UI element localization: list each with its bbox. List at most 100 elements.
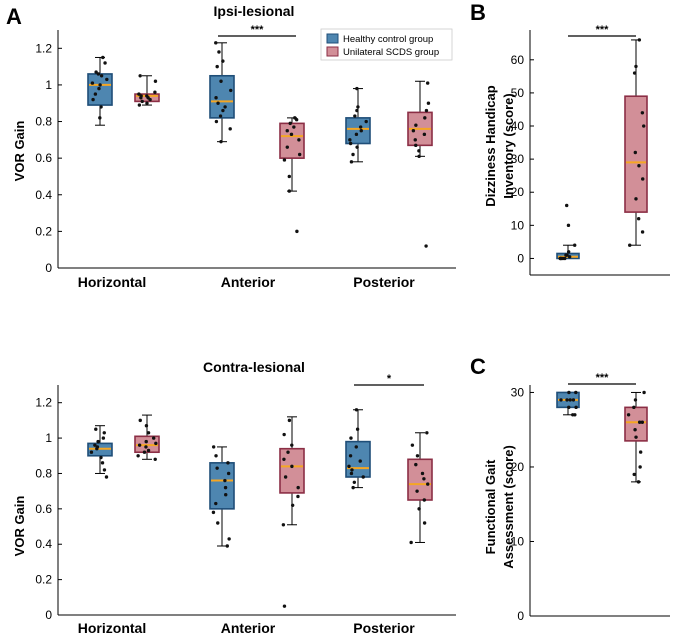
data-point — [287, 174, 292, 179]
legend-swatch-healthy — [326, 33, 339, 44]
data-point — [426, 101, 431, 105]
data-point — [102, 431, 106, 435]
data-point — [640, 230, 645, 234]
data-point — [101, 436, 106, 440]
contra-significance-label: * — [387, 373, 392, 385]
data-point — [636, 480, 641, 484]
panel-letter-c: C — [470, 354, 486, 379]
ipsi-ytick-label: 1 — [45, 78, 52, 92]
contra-ytick-label: 0.2 — [35, 573, 52, 587]
data-point — [153, 79, 158, 83]
data-point — [290, 443, 294, 447]
dhi-plot: 0 10 20 30 40 50 60 *** — [511, 24, 670, 276]
data-point — [217, 50, 221, 54]
data-point — [422, 521, 427, 525]
data-point — [144, 445, 148, 449]
data-point — [422, 498, 426, 502]
data-point — [415, 489, 419, 493]
data-point — [211, 510, 216, 515]
data-point — [350, 468, 354, 472]
ipsi-box-healthy — [209, 41, 235, 144]
fga-ylabel-line1: Functional Gait — [483, 459, 498, 554]
legend: Healthy control group Unilateral SCDS gr… — [320, 28, 453, 61]
data-point — [413, 138, 417, 142]
data-point — [214, 501, 218, 506]
data-point — [105, 77, 109, 82]
data-point — [102, 468, 107, 472]
data-point — [145, 94, 149, 98]
data-point — [136, 454, 140, 458]
data-point — [632, 472, 636, 477]
dhi-ytick-label: 60 — [511, 53, 525, 67]
data-point — [565, 203, 569, 208]
data-point — [349, 436, 353, 440]
data-point — [214, 41, 218, 45]
data-point — [414, 143, 418, 148]
data-point — [574, 390, 578, 395]
data-point — [283, 475, 288, 479]
iqr-box — [407, 458, 433, 501]
iqr-box — [624, 406, 648, 442]
data-point — [290, 464, 294, 469]
data-point — [424, 244, 428, 248]
iqr-box — [279, 122, 305, 159]
data-point — [282, 457, 286, 462]
iqr-box — [624, 95, 648, 213]
ipsi-ytick-label: 0.8 — [35, 115, 52, 129]
data-point — [296, 494, 300, 499]
dhi-ytick-label: 0 — [517, 251, 524, 265]
data-point — [354, 445, 358, 449]
legend-swatch-scds — [326, 46, 339, 57]
data-point — [424, 108, 429, 113]
data-point — [564, 253, 568, 257]
contra-xlabel-anterior: Anterior — [221, 620, 276, 636]
data-point — [633, 150, 638, 155]
data-point — [137, 443, 142, 447]
data-point — [285, 145, 289, 149]
dhi-box-scds — [624, 38, 648, 247]
iqr-box — [345, 440, 371, 478]
data-point — [95, 445, 100, 449]
contra-ytick-label: 0.8 — [35, 466, 52, 480]
contra-ytick-label: 0.6 — [35, 502, 52, 516]
data-point — [351, 152, 355, 157]
data-point — [636, 217, 641, 221]
data-point — [104, 475, 109, 479]
data-point — [347, 464, 351, 469]
ipsi-title: Ipsi-lesional — [214, 3, 295, 19]
data-point — [221, 59, 225, 63]
data-point — [94, 70, 98, 74]
data-point — [152, 436, 156, 440]
data-point — [297, 152, 302, 157]
data-point — [640, 420, 645, 424]
data-point — [297, 138, 301, 142]
data-point — [632, 71, 637, 75]
data-point — [410, 443, 415, 447]
data-point — [567, 405, 571, 410]
data-point — [353, 114, 357, 118]
data-point — [219, 139, 223, 144]
contra-box-scds — [134, 414, 160, 462]
data-point — [285, 128, 289, 133]
dhi-ytick-label: 50 — [511, 86, 525, 100]
plot-layer: 0 0.2 0.4 0.6 0.8 1 1.2 *** 0 0.2 0.4 0.6 0.8 1 1.2 * 0 1… — [35, 24, 670, 623]
fga-significance-label: *** — [596, 372, 610, 384]
data-point — [226, 461, 230, 465]
data-point — [642, 124, 646, 128]
legend-frame — [320, 28, 453, 61]
fga-ytick-label: 0 — [517, 609, 524, 623]
fga-ylabel-line2: Assessment (score) — [501, 445, 516, 569]
data-point — [349, 471, 354, 476]
data-point — [634, 64, 638, 69]
data-point — [563, 256, 567, 261]
data-point — [98, 116, 102, 120]
data-point — [348, 138, 352, 142]
data-point — [225, 544, 229, 548]
ipsi-ytick-label: 1.2 — [35, 41, 52, 55]
ipsi-xlabel-posterior: Posterior — [353, 274, 415, 290]
fga-plot: 0 10 20 30 *** — [511, 372, 670, 623]
data-point — [96, 72, 101, 76]
data-point — [640, 111, 645, 115]
ipsi-box-scds — [407, 80, 433, 248]
